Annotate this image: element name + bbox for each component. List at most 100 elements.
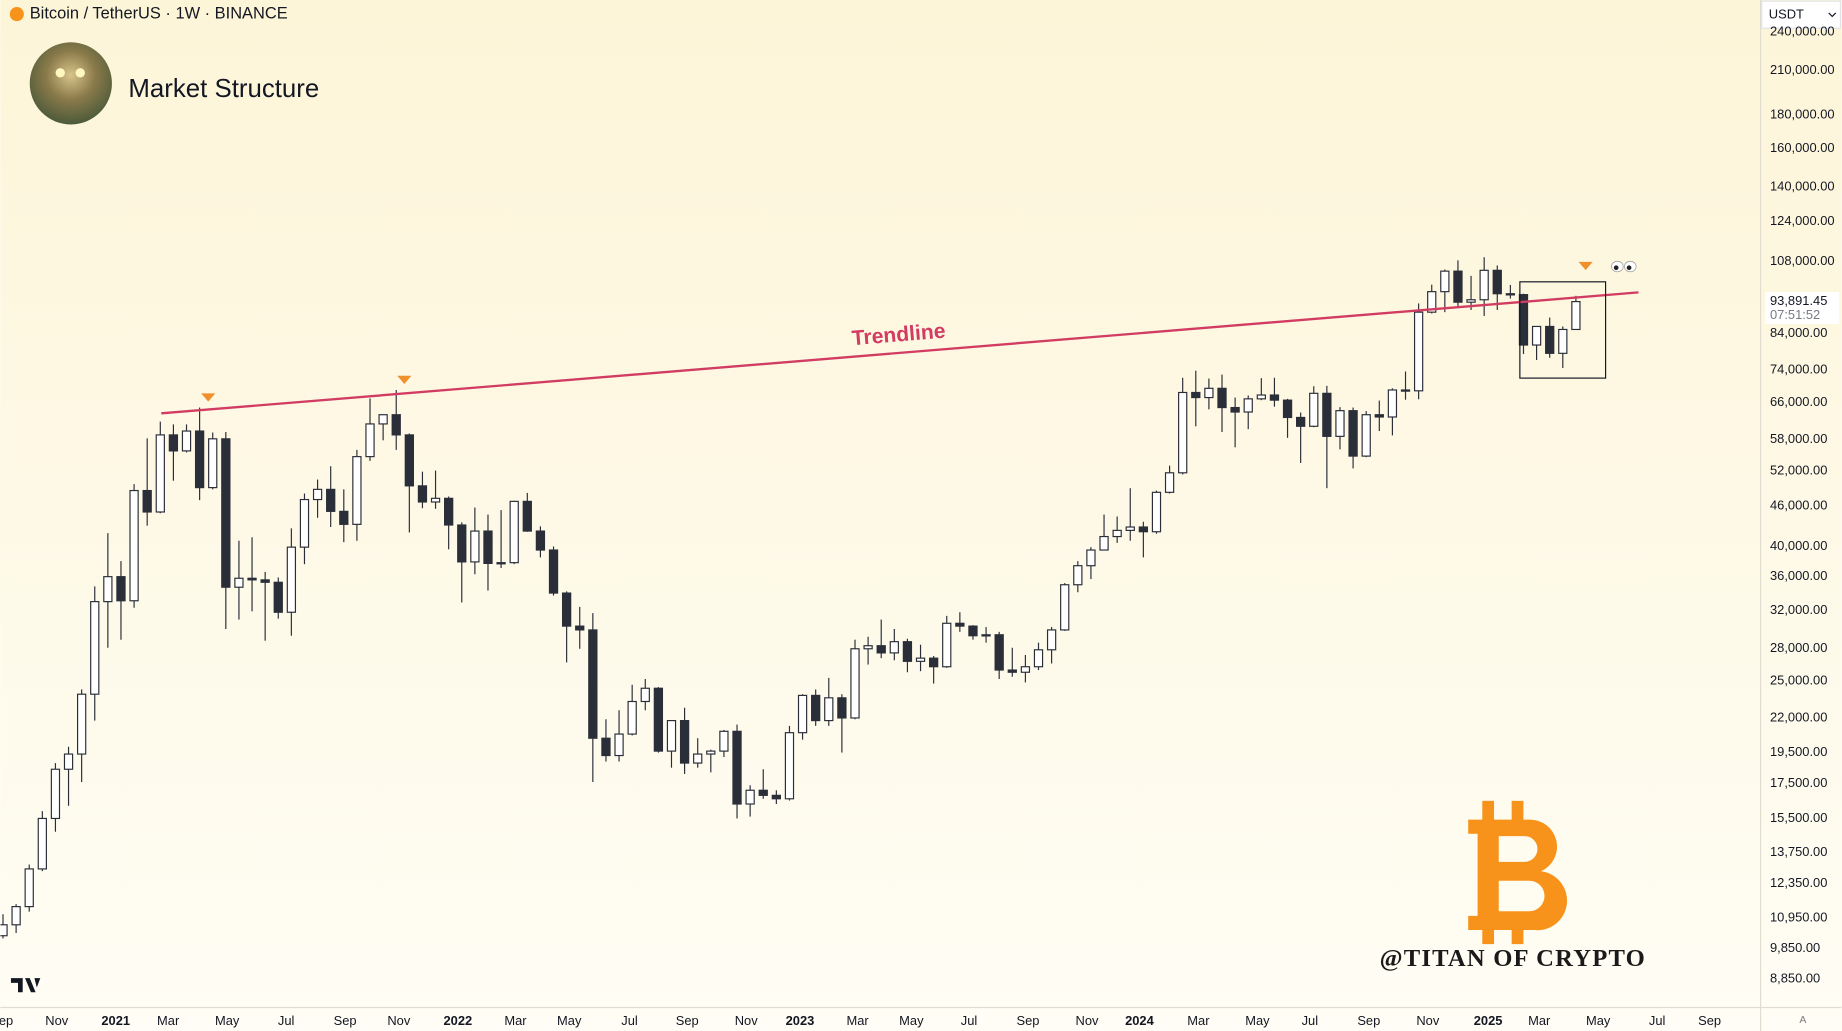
- candle-body: [1558, 328, 1568, 354]
- x-tick-label: May: [215, 1013, 240, 1028]
- candle-body: [522, 500, 532, 532]
- candle-body: [1309, 392, 1319, 427]
- x-tick-label: Sep: [1698, 1013, 1721, 1028]
- candle-body: [1046, 629, 1057, 651]
- x-tick-label: Nov: [387, 1013, 410, 1028]
- x-tick-label: Jul: [1649, 1013, 1666, 1028]
- candle-body: [378, 414, 388, 425]
- x-tick-label: Sep: [334, 1013, 357, 1028]
- currency-label[interactable]: USDT: [1769, 7, 1804, 22]
- y-tick-label: 160,000.00: [1770, 140, 1835, 155]
- candle-body: [942, 622, 952, 668]
- currency-caret: [1828, 12, 1837, 18]
- x-tick-label: Sep: [1357, 1013, 1380, 1028]
- candle-body: [535, 530, 546, 551]
- chart-title: Market Structure: [128, 75, 319, 103]
- candle-body: [260, 579, 270, 583]
- x-tick-label: Jul: [621, 1013, 638, 1028]
- y-tick-label: 140,000.00: [1770, 178, 1835, 193]
- candle-body: [1125, 526, 1135, 531]
- candle-body: [1191, 391, 1201, 399]
- candle-body: [758, 789, 768, 796]
- y-tick-label: 58,000.00: [1770, 431, 1827, 446]
- y-tick-label: 240,000.00: [1770, 24, 1835, 39]
- candle-body: [1374, 414, 1384, 418]
- candle-body: [417, 485, 428, 503]
- candle-body: [50, 768, 61, 820]
- candle-body: [1204, 387, 1214, 399]
- candle-body: [234, 577, 244, 588]
- candle-body: [1007, 669, 1017, 673]
- y-tick-label: 84,000.00: [1770, 325, 1827, 340]
- candle-body: [614, 733, 624, 757]
- x-tick-label: Sep: [676, 1013, 699, 1028]
- candle-body: [11, 906, 21, 926]
- candle-body: [1217, 387, 1227, 409]
- candle-body: [496, 562, 506, 565]
- candle-body: [771, 794, 782, 800]
- x-tick-label: May: [1586, 1013, 1611, 1028]
- y-tick-label: 210,000.00: [1770, 62, 1835, 77]
- candle-body: [1020, 666, 1031, 673]
- candle-body: [811, 694, 821, 722]
- bitcoin-logo: [1468, 800, 1568, 945]
- x-tick-label: Nov: [45, 1013, 68, 1028]
- candle-body: [1453, 270, 1463, 303]
- x-tick-label: 2023: [786, 1013, 815, 1028]
- x-tick-label: Jul: [1302, 1013, 1319, 1028]
- candle-body: [1545, 325, 1555, 354]
- candle-body: [352, 456, 362, 525]
- watermark: @TITAN OF CRYPTO: [1380, 945, 1646, 972]
- candle-body: [876, 645, 886, 654]
- candle-body: [1361, 414, 1371, 457]
- y-tick-label: 13,750.00: [1770, 844, 1827, 859]
- y-tick-label: 10,950.00: [1770, 910, 1827, 925]
- candle-body: [955, 622, 965, 627]
- candle-body: [588, 629, 598, 739]
- currency-selector[interactable]: [1761, 0, 1842, 29]
- candle-body: [1427, 291, 1437, 313]
- candle-body: [1400, 389, 1411, 392]
- candle-body: [575, 625, 585, 631]
- candle-body: [1099, 535, 1109, 551]
- candle-body: [797, 694, 808, 734]
- candle-body: [273, 581, 283, 613]
- candle-body: [76, 693, 87, 755]
- x-tick-label: Sep: [0, 1013, 13, 1028]
- candle-body: [1571, 301, 1581, 331]
- candle-body: [1178, 391, 1188, 474]
- candle-body: [928, 657, 939, 668]
- candle-body: [1413, 311, 1424, 392]
- candle-body: [286, 546, 297, 613]
- y-tick-label: 17,500.00: [1770, 775, 1827, 790]
- candle-body: [889, 641, 899, 654]
- avatar-eye: [55, 68, 65, 78]
- candle-body: [90, 601, 100, 695]
- range-box: [1519, 281, 1607, 379]
- candle-body: [1269, 394, 1280, 401]
- x-tick-label: Sep: [1017, 1013, 1040, 1028]
- x-tick-label: May: [557, 1013, 582, 1028]
- candle-body: [1151, 491, 1162, 533]
- x-tick-label: Mar: [504, 1013, 527, 1028]
- candle-body: [824, 697, 834, 722]
- bar-countdown: 07:51:52: [1770, 307, 1820, 322]
- x-tick-label: May: [1245, 1013, 1270, 1028]
- auto-scale-button[interactable]: A: [1799, 1014, 1807, 1026]
- candle-body: [142, 489, 152, 513]
- candle-body: [509, 500, 519, 564]
- candle-body: [1164, 472, 1175, 493]
- candle-body: [863, 645, 873, 650]
- candle-body: [994, 634, 1004, 671]
- candle-body: [1440, 270, 1450, 293]
- candle-body: [312, 488, 323, 501]
- candle-body: [221, 438, 231, 588]
- y-tick-label: 46,000.00: [1770, 498, 1827, 513]
- y-tick-label: 19,500.00: [1770, 744, 1827, 759]
- candle-body: [181, 430, 192, 452]
- candle-body: [1466, 299, 1476, 303]
- peak-marker: [397, 375, 412, 384]
- candle-body: [299, 498, 310, 548]
- y-tick-label: 180,000.00: [1770, 106, 1835, 121]
